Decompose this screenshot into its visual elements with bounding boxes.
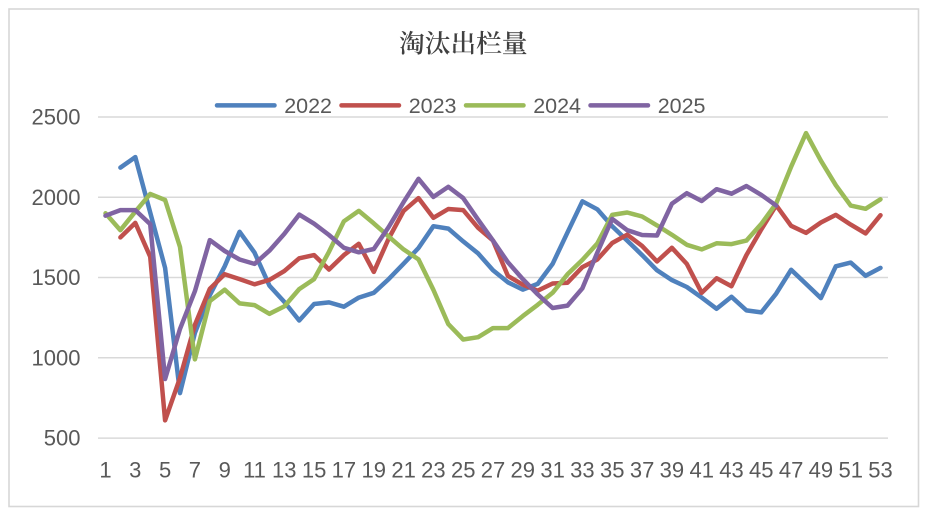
svg-text:25: 25	[451, 458, 475, 483]
svg-text:29: 29	[511, 458, 535, 483]
svg-text:15: 15	[302, 458, 326, 483]
svg-text:43: 43	[719, 458, 743, 483]
svg-text:1: 1	[99, 458, 111, 483]
svg-text:2500: 2500	[32, 105, 81, 130]
svg-text:2022: 2022	[284, 94, 332, 118]
svg-text:35: 35	[600, 458, 624, 483]
svg-text:39: 39	[660, 458, 684, 483]
svg-text:45: 45	[749, 458, 773, 483]
svg-text:2025: 2025	[658, 94, 706, 118]
svg-text:27: 27	[481, 458, 505, 483]
svg-text:1500: 1500	[32, 265, 81, 290]
svg-text:3: 3	[129, 458, 141, 483]
svg-text:500: 500	[44, 426, 81, 451]
svg-text:9: 9	[219, 458, 231, 483]
svg-text:23: 23	[421, 458, 445, 483]
svg-text:51: 51	[838, 458, 862, 483]
svg-text:17: 17	[332, 458, 356, 483]
svg-text:2000: 2000	[32, 185, 81, 210]
svg-text:41: 41	[689, 458, 713, 483]
svg-text:21: 21	[391, 458, 415, 483]
svg-text:37: 37	[630, 458, 654, 483]
svg-text:47: 47	[779, 458, 803, 483]
svg-text:2024: 2024	[533, 94, 581, 118]
svg-text:31: 31	[540, 458, 564, 483]
svg-text:49: 49	[809, 458, 833, 483]
svg-text:13: 13	[272, 458, 296, 483]
svg-text:53: 53	[868, 458, 892, 483]
svg-text:5: 5	[159, 458, 171, 483]
svg-text:7: 7	[189, 458, 201, 483]
svg-text:2023: 2023	[409, 94, 457, 118]
svg-text:1000: 1000	[32, 345, 81, 370]
svg-text:11: 11	[243, 458, 266, 483]
svg-text:19: 19	[362, 458, 386, 483]
svg-text:33: 33	[570, 458, 594, 483]
